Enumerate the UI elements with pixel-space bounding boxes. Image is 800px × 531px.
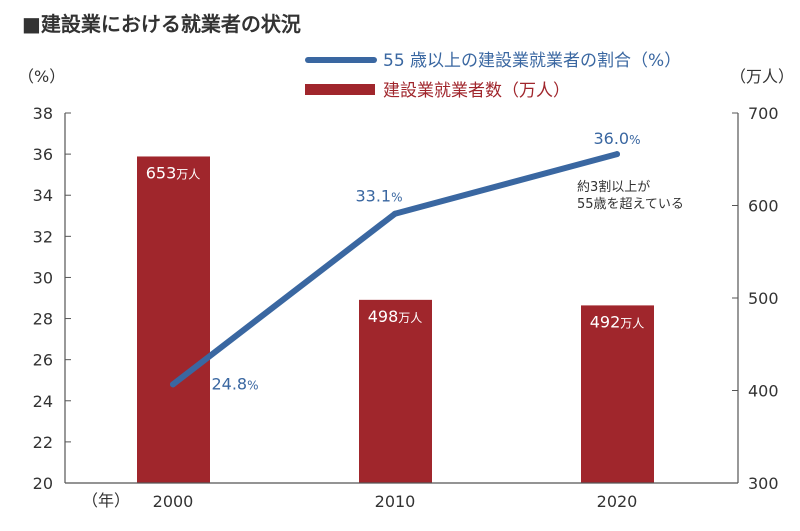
line-value-label: 24.8% — [211, 374, 258, 393]
legend-bar-label: 建設業就業者数（万人） — [383, 81, 570, 101]
line-point — [170, 381, 176, 388]
line-point — [614, 151, 620, 158]
left-tick-label: 24 — [33, 392, 53, 411]
left-tick-label: 26 — [33, 351, 53, 370]
x-tick-label: 2020 — [597, 492, 638, 511]
legend: 55 歳以上の建設業就業者の割合（%） 建設業就業者数（万人） — [305, 51, 681, 101]
line-value-label: 36.0% — [593, 129, 640, 148]
x-tick-label: 2010 — [375, 492, 416, 511]
bar — [137, 156, 210, 483]
right-tick-label: 700 — [748, 104, 779, 123]
bar-value-label: 498万人 — [368, 307, 423, 326]
bar-value-label: 653万人 — [146, 163, 201, 182]
x-axis-label: （年） — [82, 491, 130, 510]
left-tick-label: 22 — [33, 433, 53, 452]
left-tick-label: 38 — [33, 104, 53, 123]
bar-value-label: 492万人 — [590, 312, 645, 331]
left-tick-label: 28 — [33, 310, 53, 329]
right-tick-label: 300 — [748, 474, 779, 493]
left-tick-label: 30 — [33, 268, 53, 287]
bar — [581, 305, 654, 483]
line-point — [392, 210, 398, 217]
right-axis-label: （万人） — [730, 67, 794, 86]
right-tick-label: 400 — [748, 382, 779, 401]
x-tick-label: 2000 — [153, 492, 194, 511]
chart-title: ■建設業における就業者の状況 — [22, 12, 301, 36]
left-tick-label: 34 — [33, 186, 53, 205]
legend-line-label: 55 歳以上の建設業就業者の割合（%） — [383, 51, 681, 71]
annotation-line-2: 55歳を超えている — [577, 197, 684, 212]
right-tick-label: 600 — [748, 197, 779, 216]
left-tick-label: 32 — [33, 227, 53, 246]
line-value-label: 33.1% — [355, 187, 402, 206]
bar — [359, 299, 432, 483]
annotation-line-1: 約3割以上が — [577, 179, 650, 195]
right-tick-label: 500 — [748, 289, 779, 308]
left-tick-label: 36 — [33, 145, 53, 164]
legend-bar-swatch — [305, 84, 375, 95]
left-tick-label: 20 — [33, 474, 53, 493]
left-axis-label: （%） — [18, 67, 65, 86]
